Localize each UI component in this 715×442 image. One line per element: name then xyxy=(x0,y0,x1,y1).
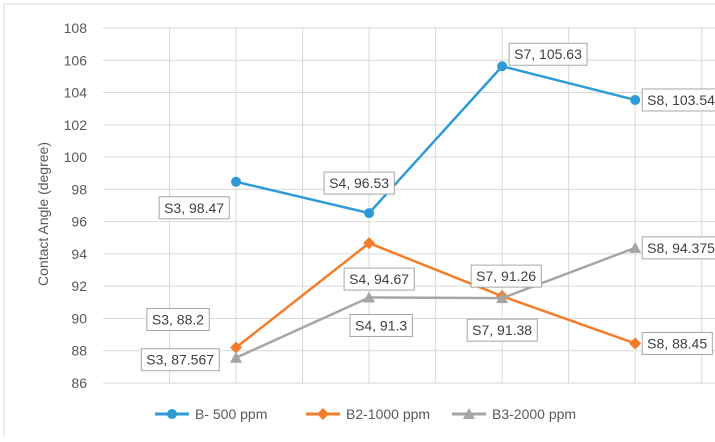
y-tick-label: 106 xyxy=(64,52,88,68)
data-point-marker xyxy=(167,409,177,419)
y-tick-label: 90 xyxy=(71,310,87,326)
data-label-box xyxy=(158,196,230,220)
data-point-marker xyxy=(317,408,329,420)
data-label-box xyxy=(349,313,413,337)
data-label-text: S7, 105.63 xyxy=(514,46,582,62)
data-point-marker xyxy=(629,241,642,253)
data-label: S8, 94.375 xyxy=(641,236,715,260)
data-label-box xyxy=(140,348,220,372)
data-label-box xyxy=(343,267,415,291)
data-label: S4, 96.53 xyxy=(323,171,395,195)
data-labels: S3, 98.47 S4, 96.53 S7, 105.63 S8, 103.54 S3… xyxy=(140,42,715,372)
y-tick-label: 104 xyxy=(64,85,88,101)
series-line xyxy=(235,64,636,215)
data-label: S7, 91.26 xyxy=(470,264,542,288)
data-label: S8, 103.54 xyxy=(641,88,715,112)
legend-label: B- 500 ppm xyxy=(195,406,267,422)
y-tick-label: 108 xyxy=(64,20,88,36)
legend: B- 500 ppm B2-1000 ppm B3-2000 ppm xyxy=(155,406,576,422)
y-axis-label: Contact Angle (degree) xyxy=(35,142,51,286)
data-label-box xyxy=(470,264,542,288)
data-label-box xyxy=(641,236,715,260)
y-axis: 86 88 90 92 94 96 98 100 102 104 106 108 xyxy=(64,20,88,391)
data-label-text: S7, 91.38 xyxy=(472,322,532,338)
data-label-text: S3, 88.2 xyxy=(152,312,204,328)
data-label-box xyxy=(641,88,715,112)
y-tick-label: 100 xyxy=(64,149,88,165)
data-point-marker xyxy=(497,61,508,72)
data-point-marker xyxy=(496,292,509,304)
data-label-text: S3, 87.567 xyxy=(146,352,214,368)
data-label-box xyxy=(146,308,210,331)
data-label: S3, 88.2 xyxy=(146,308,210,331)
data-label-box xyxy=(323,171,395,195)
data-label-text: S8, 94.375 xyxy=(647,240,715,256)
series-line xyxy=(235,246,636,359)
data-point-marker xyxy=(363,237,376,250)
series-lines xyxy=(230,61,642,363)
data-label: S3, 98.47 xyxy=(158,196,230,220)
data-label-text: S8, 103.54 xyxy=(647,92,715,108)
y-tick-label: 96 xyxy=(71,214,87,230)
data-label-box xyxy=(508,42,588,66)
y-tick-label: 94 xyxy=(71,246,87,262)
y-tick-label: 92 xyxy=(71,278,87,294)
data-point-marker xyxy=(363,291,376,303)
data-label: S8, 88.45 xyxy=(641,331,713,355)
legend-label: B2-1000 ppm xyxy=(346,406,430,422)
data-label-box xyxy=(641,331,713,355)
y-tick-label: 86 xyxy=(71,375,87,391)
data-point-marker xyxy=(230,341,243,354)
data-label: S4, 94.67 xyxy=(343,267,415,291)
data-label-text: S4, 94.67 xyxy=(349,271,409,287)
data-label: S7, 91.38 xyxy=(466,318,538,342)
data-point-marker xyxy=(230,351,243,363)
data-label-text: S7, 91.26 xyxy=(476,268,536,284)
legend-label: B3-2000 ppm xyxy=(492,406,576,422)
chart-border xyxy=(3,3,715,442)
data-point-marker xyxy=(364,208,375,219)
y-tick-label: 98 xyxy=(71,181,87,197)
data-label: S7, 105.63 xyxy=(508,42,588,66)
data-point-marker xyxy=(630,94,641,105)
data-label-text: S4, 91.3 xyxy=(355,317,407,333)
data-point-marker xyxy=(629,337,642,350)
data-point-marker xyxy=(463,408,475,419)
y-tick-label: 102 xyxy=(64,117,88,133)
data-label-text: S3, 98.47 xyxy=(164,200,224,216)
series-line xyxy=(235,241,636,349)
data-label: S4, 91.3 xyxy=(349,313,413,337)
data-point-marker xyxy=(231,176,242,187)
y-tick-label: 88 xyxy=(71,343,87,359)
data-label-text: S4, 96.53 xyxy=(329,175,389,191)
data-label-box xyxy=(466,318,538,342)
data-label-text: S8, 88.45 xyxy=(647,335,707,351)
data-label: S3, 87.567 xyxy=(140,348,220,372)
